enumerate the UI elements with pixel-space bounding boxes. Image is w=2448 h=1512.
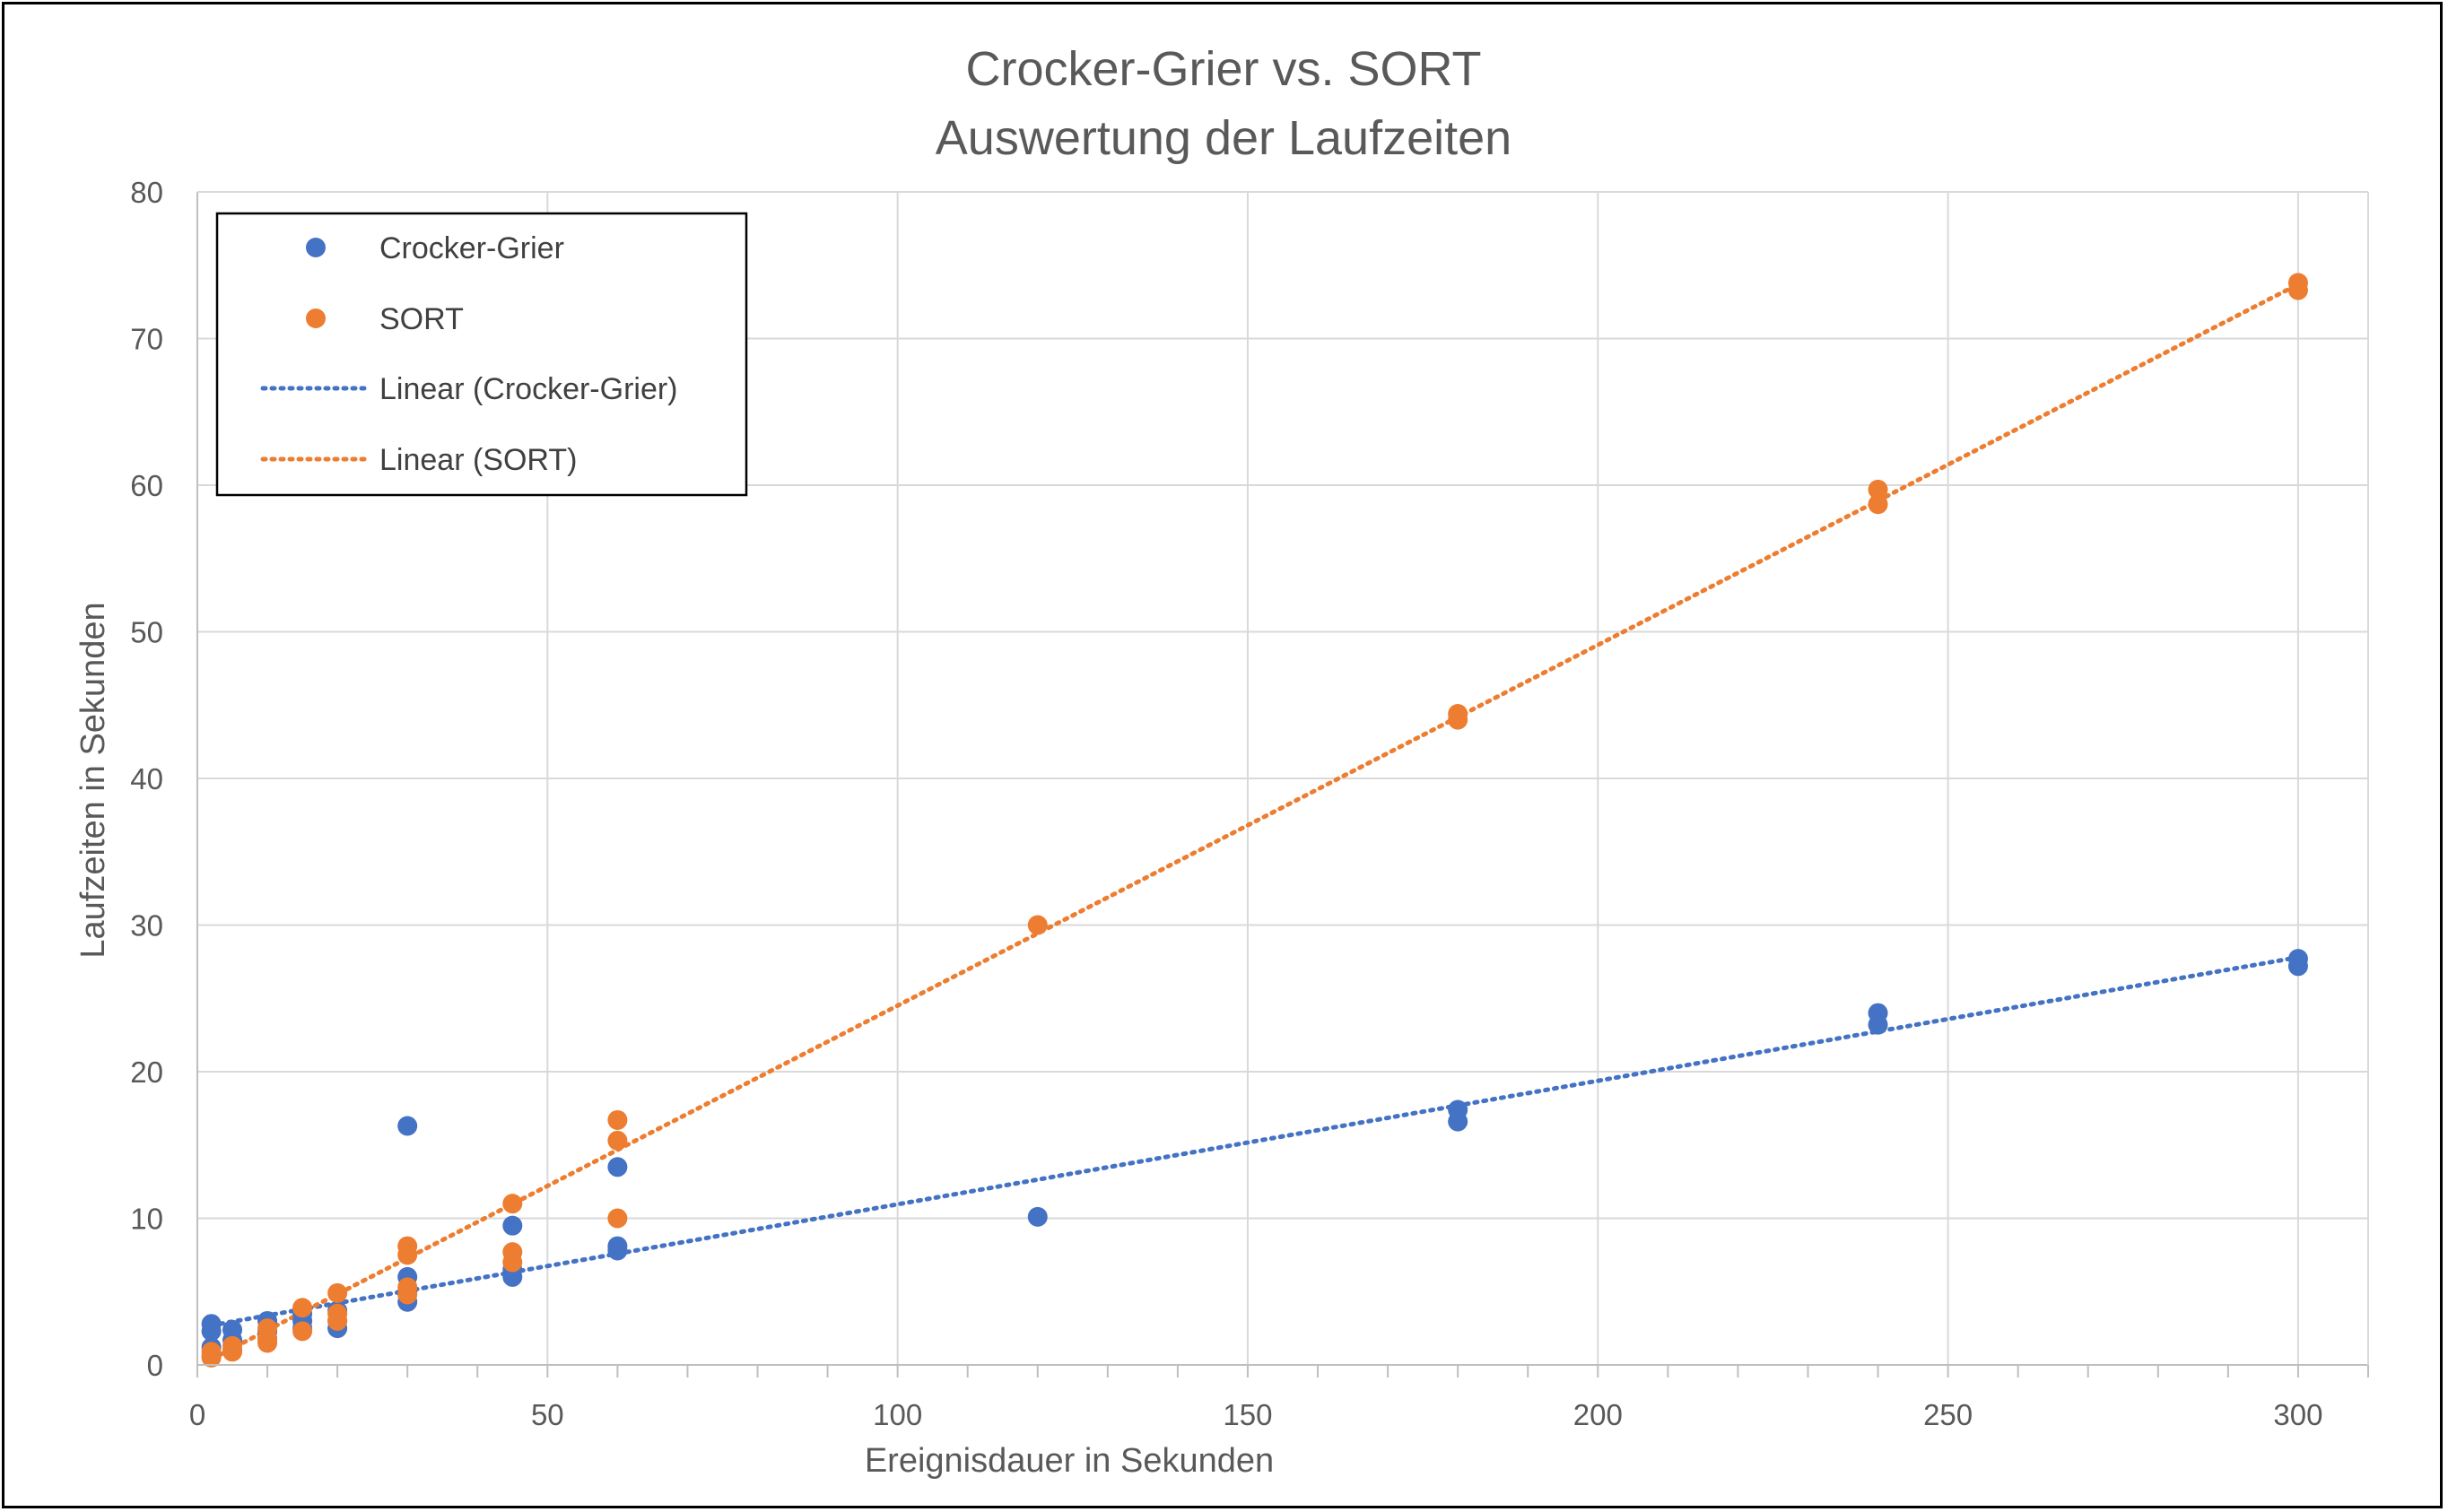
point-sort [607,1109,628,1130]
legend-marker-crocker-grier [306,238,326,257]
point-sort [222,1342,243,1362]
point-sort [292,1298,313,1318]
legend-label-linear-crocker-grier: Linear (Crocker-Grier) [379,372,678,406]
y-tick-label: 70 [130,323,163,356]
point-sort [502,1252,523,1273]
x-tick-label: 250 [1923,1398,1973,1431]
trendline-crocker-grier [209,954,2301,1328]
legend-box [215,212,748,497]
point-crocker-grier [1448,1111,1468,1132]
point-sort [2287,280,2308,300]
x-tick-label: 100 [873,1398,922,1431]
point-sort [327,1282,348,1303]
legend-label-sort: SORT [379,302,464,336]
point-sort [201,1347,222,1368]
point-sort [1868,479,1888,500]
point-sort [257,1333,278,1353]
x-tick-label: 50 [531,1398,564,1431]
point-crocker-grier [607,1157,628,1177]
legend: Crocker-Grier SORT Linear (Crocker-Grier… [215,212,748,497]
chart-title-line-2: Auswertung der Laufzeiten [936,111,1511,165]
point-sort [397,1284,418,1305]
y-tick-label: 20 [130,1056,163,1089]
point-sort [607,1208,628,1229]
y-axis-label: Laufzeiten in Sekunden [74,602,112,958]
point-sort [1027,915,1048,935]
point-crocker-grier [502,1266,523,1287]
point-crocker-grier [502,1215,523,1236]
point-sort [1868,494,1888,515]
point-sort [1448,709,1468,730]
chart-title-line-1: Crocker-Grier vs. SORT [965,42,1481,96]
y-tick-label: 80 [130,176,163,209]
y-tick-label: 40 [130,762,163,795]
y-tick-label: 60 [130,469,163,502]
point-sort [397,1245,418,1265]
data-points [201,273,2308,1368]
point-crocker-grier [607,1240,628,1261]
x-tick-label: 0 [189,1398,205,1431]
point-sort [327,1310,348,1331]
legend-label-crocker-grier: Crocker-Grier [379,231,564,265]
y-tick-label: 30 [130,909,163,943]
y-tick-label: 50 [130,616,163,649]
x-axis-label: Ereignisdauer in Sekunden [865,1442,1274,1480]
point-crocker-grier [1868,1014,1888,1035]
x-tick-label: 200 [1573,1398,1623,1431]
axes: 0 10 20 30 40 50 60 70 80 0 50 100 150 200 250 300 [130,176,2369,1431]
point-sort [292,1321,313,1342]
point-sort [607,1130,628,1151]
x-tick-label: 150 [1223,1398,1272,1431]
legend-marker-sort [306,308,326,328]
point-crocker-grier [2287,956,2308,977]
point-crocker-grier [1027,1206,1048,1227]
x-tick-label: 300 [2273,1398,2322,1431]
trendline-sort [209,282,2301,1361]
legend-label-linear-sort: Linear (SORT) [379,443,577,477]
y-tick-label: 0 [147,1349,163,1382]
point-crocker-grier [397,1116,418,1136]
trendlines [209,282,2301,1361]
point-sort [502,1194,523,1214]
point-crocker-grier [201,1321,222,1342]
y-tick-label: 10 [130,1203,163,1236]
